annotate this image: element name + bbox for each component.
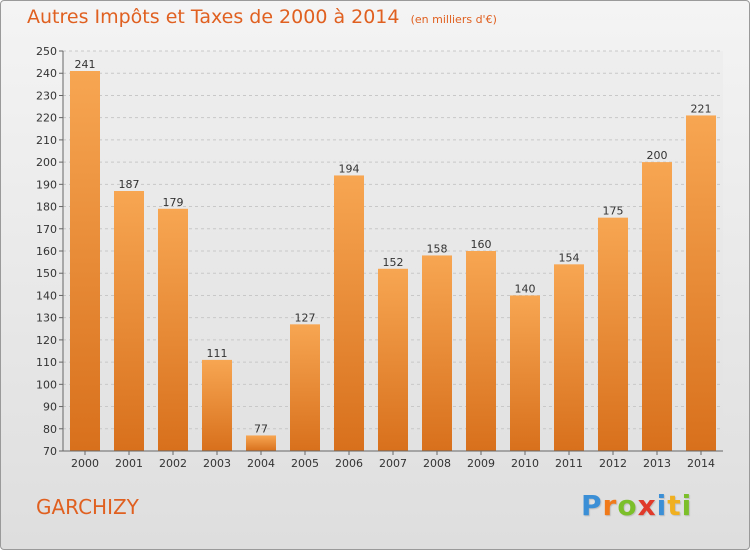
bar-2009 (466, 251, 496, 451)
data-label: 140 (515, 282, 536, 295)
x-tick-label: 2011 (555, 457, 583, 470)
bar-2004 (246, 435, 276, 451)
x-tick-label: 2006 (335, 457, 363, 470)
y-tick-label: 130 (36, 312, 57, 325)
data-label: 200 (647, 149, 668, 162)
y-tick-label: 250 (36, 45, 57, 58)
y-tick-label: 180 (36, 201, 57, 214)
chart-title-main: Autres Impôts et Taxes de 2000 à 2014 (27, 6, 400, 28)
y-axis: 70 80 90 100 110 120 130 140 150 160 170 180 190 200 2… (36, 45, 64, 458)
bar-2002 (158, 208, 188, 451)
bar-2014 (686, 115, 716, 451)
chart-title: Autres Impôts et Taxes de 2000 à 2014 (e… (27, 6, 497, 28)
bar-2010 (510, 295, 540, 451)
y-tick-label: 240 (36, 67, 57, 80)
y-tick-label: 120 (36, 334, 57, 347)
x-tick-label: 2012 (599, 457, 627, 470)
x-tick-label: 2002 (159, 457, 187, 470)
y-tick-label: 70 (43, 445, 57, 458)
data-label: 154 (559, 251, 580, 264)
x-tick-label: 2009 (467, 457, 495, 470)
proxiti-logo: Proxiti (581, 489, 692, 522)
bar-2003 (202, 359, 232, 451)
y-tick-label: 150 (36, 267, 57, 280)
data-label: 187 (119, 178, 140, 191)
data-label: 194 (339, 162, 360, 175)
logo-letter: t (667, 489, 682, 522)
x-axis: 2000 2001 2002 2003 2004 2005 2006 2007 2008 2009… (63, 450, 723, 470)
data-label: 111 (207, 347, 228, 360)
logo-letter: P (581, 489, 603, 522)
x-tick-label: 2004 (247, 457, 275, 470)
bar-2000 (70, 71, 100, 451)
data-label: 160 (471, 238, 492, 251)
logo-letter: i (681, 489, 693, 522)
bar-2008 (422, 255, 452, 451)
y-tick-label: 110 (36, 356, 57, 369)
data-label: 175 (603, 205, 624, 218)
chart-title-unit: (en milliers d'€) (410, 13, 497, 26)
y-tick-label: 200 (36, 156, 57, 169)
bars (70, 71, 716, 451)
bar-2006 (334, 175, 364, 451)
bar-2012 (598, 217, 628, 451)
bar-2005 (290, 324, 320, 451)
y-tick-label: 160 (36, 245, 57, 258)
data-label: 77 (254, 422, 268, 435)
data-label: 179 (163, 196, 184, 209)
commune-name: GARCHIZY (36, 495, 139, 519)
bar-2013 (642, 162, 672, 451)
y-tick-label: 170 (36, 223, 57, 236)
y-tick-label: 80 (43, 423, 57, 436)
y-tick-label: 140 (36, 289, 57, 302)
bar-2001 (114, 191, 144, 451)
x-tick-label: 2003 (203, 457, 231, 470)
y-tick-label: 190 (36, 178, 57, 191)
x-tick-label: 2000 (71, 457, 99, 470)
data-label: 158 (427, 242, 448, 255)
data-label: 241 (75, 58, 96, 71)
logo-letter: o (617, 489, 638, 522)
data-label: 221 (691, 102, 712, 115)
y-tick-label: 210 (36, 134, 57, 147)
x-tick-label: 2010 (511, 457, 539, 470)
logo-letter: x (637, 489, 657, 522)
logo-letter: i (656, 489, 668, 522)
y-tick-label: 220 (36, 112, 57, 125)
y-tick-label: 230 (36, 89, 57, 102)
data-label: 152 (383, 256, 404, 269)
bar-2011 (554, 264, 584, 451)
y-tick-label: 90 (43, 401, 57, 414)
x-tick-label: 2014 (687, 457, 715, 470)
y-tick-label: 100 (36, 378, 57, 391)
bar-2007 (378, 268, 408, 451)
x-tick-label: 2001 (115, 457, 143, 470)
x-tick-label: 2005 (291, 457, 319, 470)
x-tick-label: 2008 (423, 457, 451, 470)
x-tick-label: 2007 (379, 457, 407, 470)
x-tick-label: 2013 (643, 457, 671, 470)
data-labels: 241 187 179 111 77 127 194 152 158 160 140 154 175 20… (75, 58, 712, 435)
data-label: 127 (295, 311, 316, 324)
logo-letter: r (602, 489, 618, 522)
